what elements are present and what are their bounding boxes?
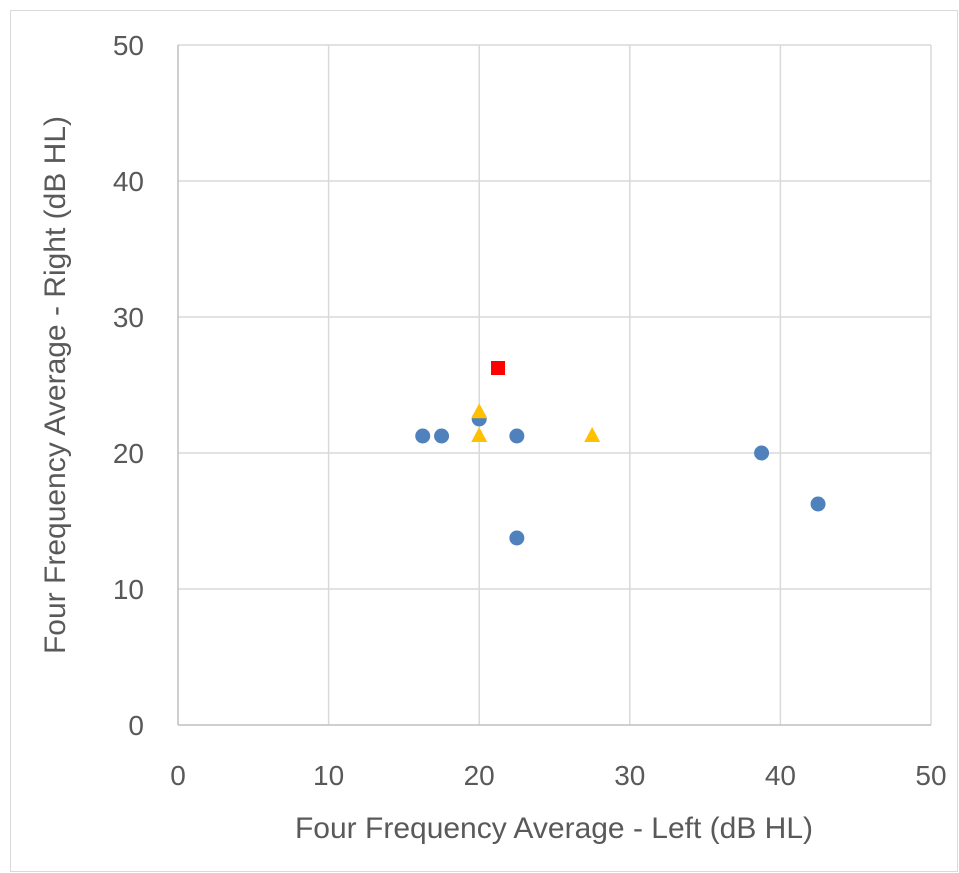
data-point-square [491, 361, 506, 375]
x-tick-label: 20 [464, 760, 495, 791]
x-tick-label: 40 [765, 760, 796, 791]
data-point-circle [415, 428, 431, 444]
y-tick-label: 40 [113, 166, 144, 197]
x-tick-labels: 0 10 20 30 40 50 [170, 760, 946, 791]
data-point-triangle [471, 427, 488, 442]
data-point-circle [810, 496, 826, 512]
x-tick-label: 30 [614, 760, 645, 791]
y-tick-label: 10 [113, 574, 144, 605]
data-point-triangle [471, 403, 488, 419]
y-tick-label: 0 [128, 710, 144, 741]
y-tick-label: 50 [113, 30, 144, 61]
gridlines [178, 44, 932, 725]
data-point-circle [754, 445, 770, 461]
y-axis-title: Four Frequency Average - Right (dB HL) [39, 116, 72, 654]
data-point-circle [509, 428, 525, 444]
x-tick-label: 50 [915, 760, 946, 791]
data-point-triangle [584, 427, 601, 442]
data-point-circle [509, 530, 525, 546]
y-tick-label: 20 [113, 438, 144, 469]
data-point-circle [434, 428, 450, 444]
axes [177, 45, 931, 726]
x-axis-title: Four Frequency Average - Left (dB HL) [295, 812, 813, 845]
y-tick-labels: 0 10 20 30 40 50 [113, 30, 144, 741]
data-points [415, 361, 826, 546]
y-tick-label: 30 [113, 302, 144, 333]
x-tick-label: 10 [313, 760, 344, 791]
x-tick-label: 0 [170, 760, 186, 791]
